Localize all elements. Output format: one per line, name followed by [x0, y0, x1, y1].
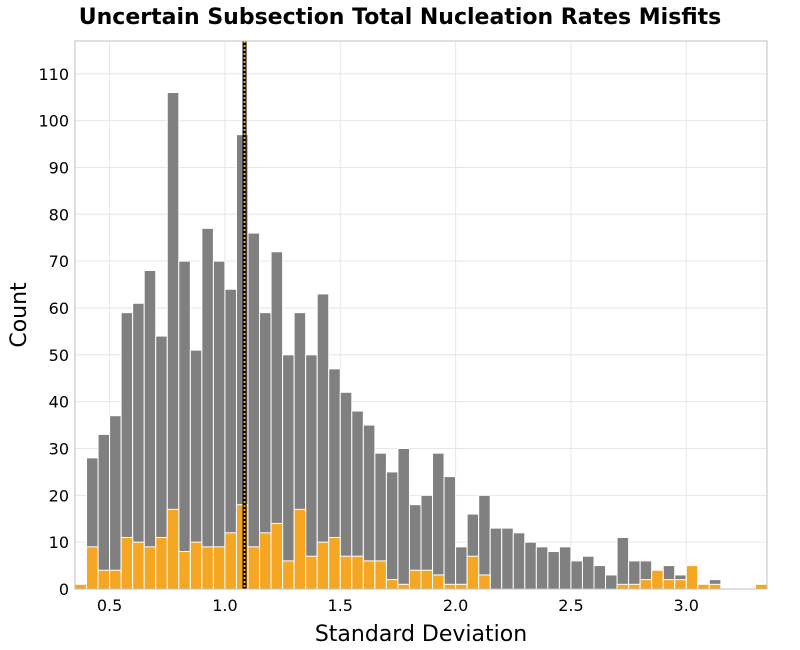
bar-subset — [455, 583, 468, 590]
bar-subset — [385, 579, 399, 590]
bar-subset — [224, 532, 237, 590]
bar-subset — [639, 579, 653, 590]
bar-all — [282, 354, 295, 590]
bar-subset — [466, 555, 480, 590]
bar-all — [443, 476, 457, 590]
bar-all — [581, 555, 595, 590]
bar-all — [570, 560, 583, 590]
plot-frame — [74, 40, 768, 590]
bar-all — [109, 415, 122, 590]
y-tick-label: 60 — [49, 299, 69, 318]
x-tick-label: 1.0 — [212, 596, 237, 615]
y-tick-label: 110 — [38, 65, 69, 84]
bar-subset — [708, 583, 722, 590]
bar-subset — [143, 546, 157, 590]
bar-subset — [754, 583, 768, 590]
bar-subset — [155, 536, 168, 590]
y-tick-labels: 0 10 20 30 40 50 60 70 80 90 100 110 — [38, 65, 69, 599]
bar-subset — [132, 541, 145, 590]
bar-subset — [674, 579, 687, 590]
bar-subset — [120, 536, 134, 590]
bar-all — [547, 551, 560, 590]
bar-subset — [328, 536, 341, 590]
bar-subset — [189, 541, 203, 590]
bar-subset — [478, 574, 491, 590]
bar-subset — [259, 532, 272, 590]
bar-subset — [86, 546, 99, 590]
bar-all — [97, 433, 111, 590]
bar-subset — [166, 508, 180, 590]
bar-subset — [374, 560, 387, 590]
bar-subset — [212, 546, 226, 590]
y-tick-label: 100 — [38, 112, 69, 131]
bar-all — [512, 532, 526, 590]
x-tick-labels: 0.5 1.0 1.5 2.0 2.5 3.0 — [97, 596, 699, 615]
bar-subset — [697, 583, 710, 590]
bar-all — [605, 574, 618, 590]
x-tick-label: 2.0 — [443, 596, 468, 615]
y-tick-label: 90 — [49, 158, 69, 177]
bar-subset — [247, 546, 261, 590]
y-tick-label: 80 — [49, 205, 69, 224]
bar-subset — [201, 546, 214, 590]
y-tick-label: 0 — [59, 580, 69, 599]
bar-subset — [432, 574, 445, 590]
bar-all — [524, 541, 537, 590]
bar-all — [535, 546, 549, 590]
x-tick-label: 1.5 — [328, 596, 353, 615]
bar-all — [455, 546, 468, 590]
bar-subset — [628, 583, 641, 590]
bar-all — [616, 536, 630, 590]
bar-all — [212, 260, 226, 590]
bar-all — [432, 452, 445, 590]
bar-all — [558, 546, 572, 590]
x-tick-label: 2.5 — [558, 596, 583, 615]
chart-title: Uncertain Subsection Total Nucleation Ra… — [79, 5, 721, 30]
bar-subset — [305, 555, 318, 590]
bar-subset — [685, 565, 699, 590]
bar-all — [489, 527, 503, 590]
bar-subset — [282, 560, 295, 590]
bar-subset — [109, 569, 122, 590]
bar-all — [201, 227, 214, 590]
x-axis-label: Standard Deviation — [315, 622, 527, 647]
bar-subset — [408, 569, 422, 590]
bar-subset — [339, 555, 353, 590]
y-tick-label: 70 — [49, 252, 69, 271]
x-tick-label: 0.5 — [97, 596, 122, 615]
bar-subset — [651, 569, 664, 590]
bar-all — [143, 270, 157, 590]
bar-subset — [351, 555, 364, 590]
x-tick-label: 3.0 — [674, 596, 699, 615]
bar-subset — [74, 583, 88, 590]
bar-subset — [362, 560, 376, 590]
bar-subset — [420, 569, 434, 590]
y-tick-label: 20 — [49, 486, 69, 505]
y-tick-label: 30 — [49, 439, 69, 458]
bar-subset — [293, 508, 307, 590]
bar-all — [397, 447, 410, 590]
y-tick-label: 40 — [49, 393, 69, 412]
bar-subset — [270, 522, 284, 590]
bar-all — [305, 354, 318, 590]
y-tick-label: 10 — [49, 533, 69, 552]
bar-subset — [616, 583, 630, 590]
bar-subset — [443, 583, 457, 590]
bar-all — [593, 565, 607, 590]
bar-all — [385, 471, 399, 590]
bar-all — [501, 527, 514, 590]
bar-subset — [397, 583, 410, 590]
y-tick-label: 50 — [49, 346, 69, 365]
bar-subset — [97, 569, 111, 590]
bar-subset — [178, 551, 191, 590]
bar-all — [247, 232, 261, 590]
y-axis-label: Count — [7, 282, 32, 348]
bar-subset — [662, 579, 676, 590]
bar-subset — [316, 541, 330, 590]
bar-all — [178, 260, 191, 590]
